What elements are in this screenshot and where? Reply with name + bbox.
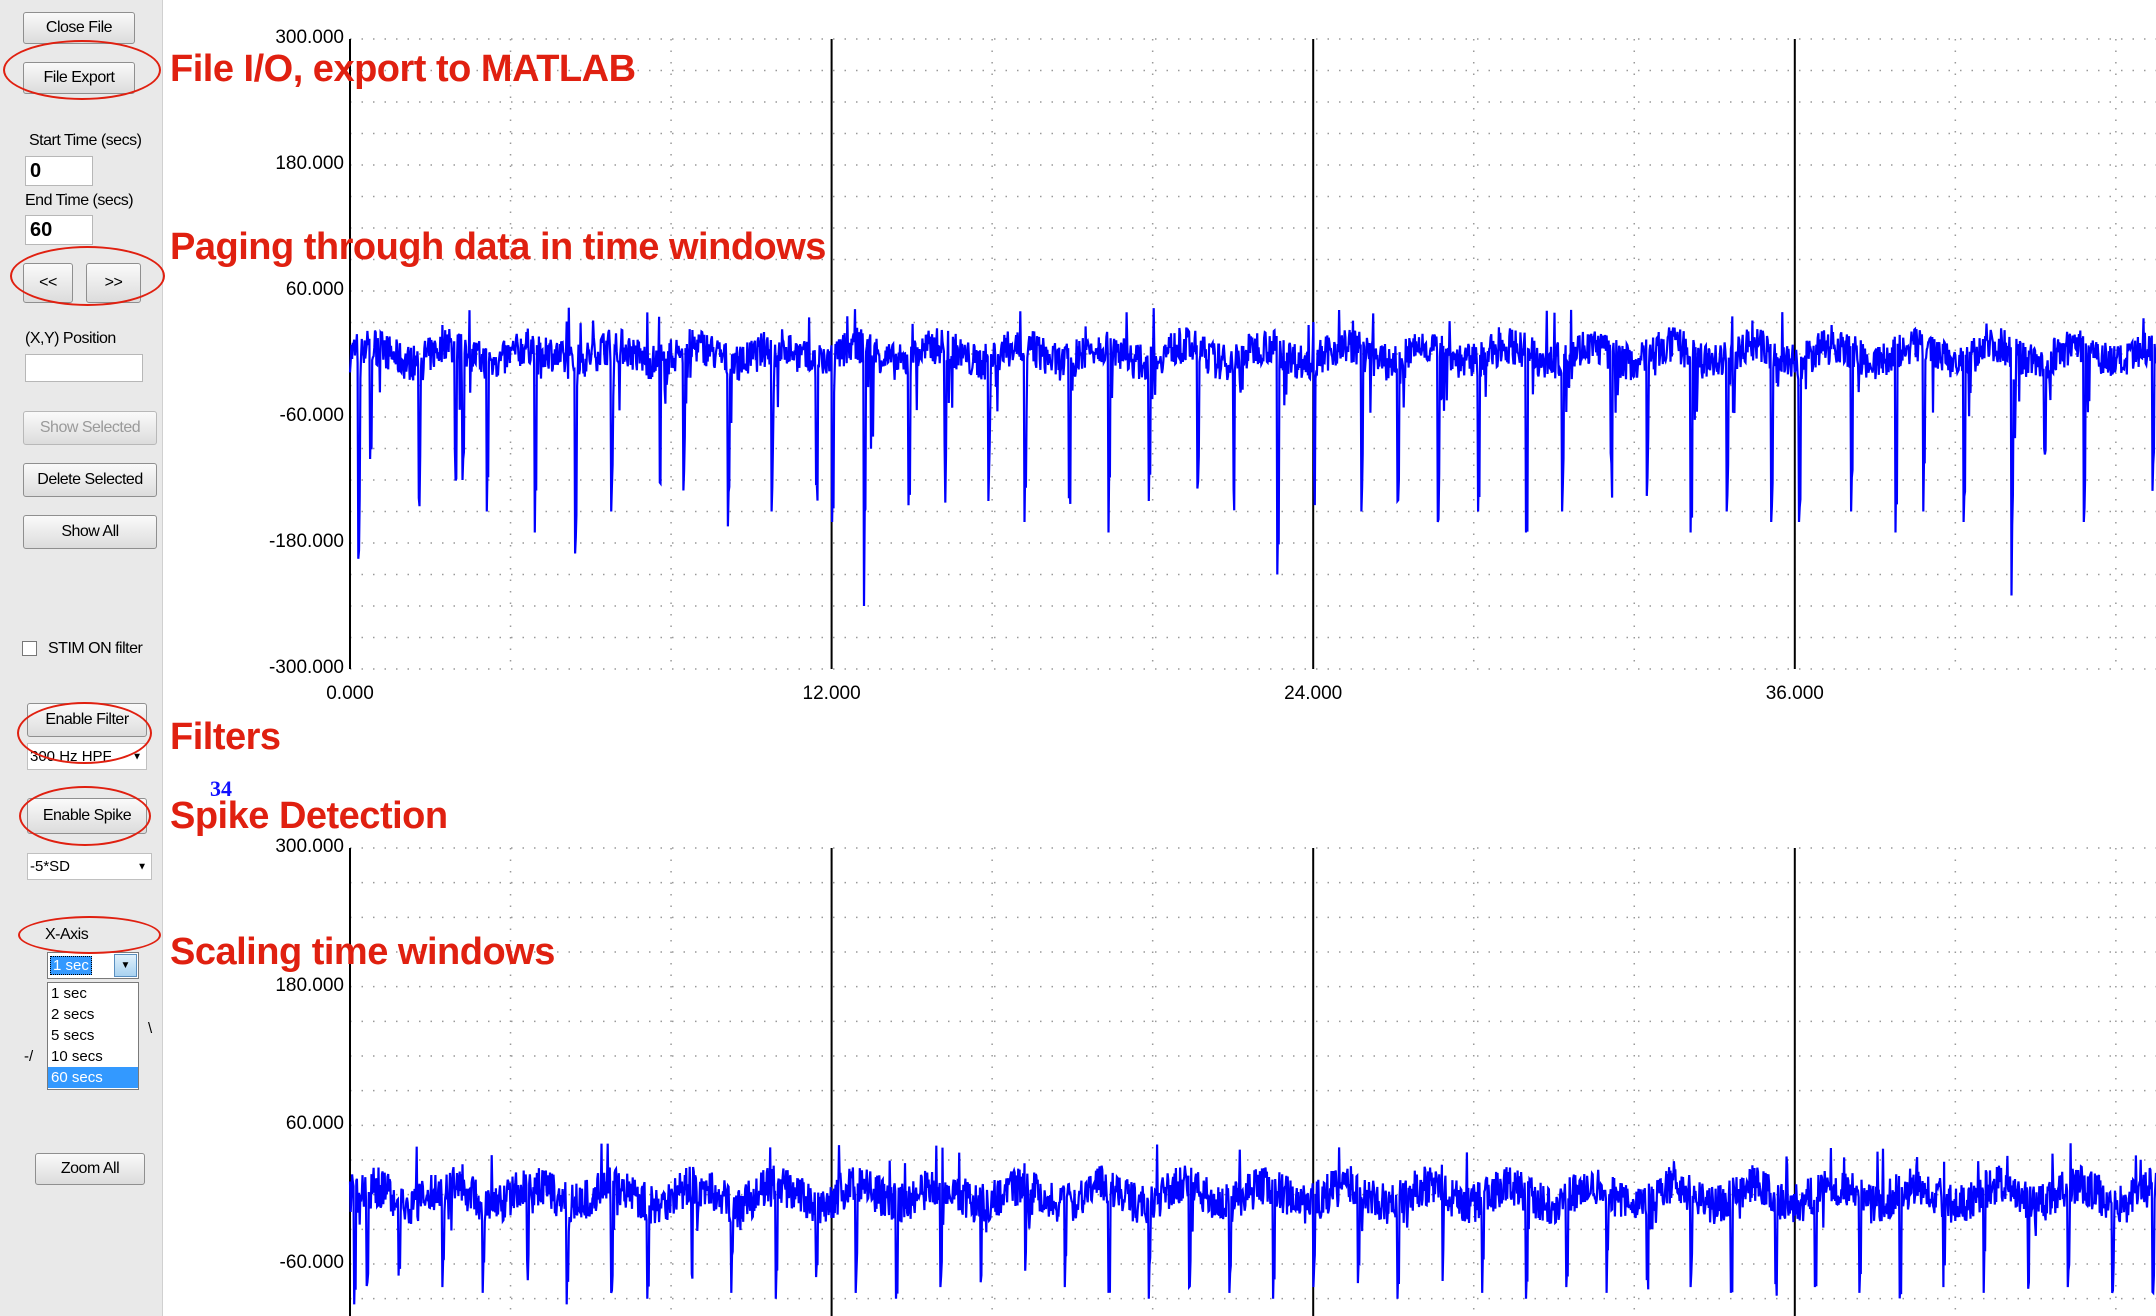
chevron-down-icon: ▼	[132, 751, 142, 762]
annotation-oval-xaxis	[18, 916, 161, 954]
x-tick-label: 12.000	[802, 683, 861, 704]
zoom-all-button[interactable]: Zoom All	[35, 1153, 145, 1185]
xy-position-field[interactable]	[25, 354, 143, 382]
annotation-oval-filters	[17, 702, 152, 764]
close-file-button[interactable]: Close File	[23, 12, 135, 44]
chevron-down-icon[interactable]: ▼	[114, 954, 137, 977]
annotation-spike-detection: Spike Detection	[170, 795, 448, 837]
delete-selected-button[interactable]: Delete Selected	[23, 463, 157, 497]
signal-trace	[348, 1143, 2156, 1305]
annotation-paging: Paging through data in time windows	[170, 226, 826, 268]
y-tick-label: 300.000	[275, 27, 344, 48]
xaxis-option[interactable]: 1 sec	[51, 985, 87, 1002]
x-tick-label: 36.000	[1765, 683, 1824, 704]
y-tick-label: -60.000	[279, 1252, 344, 1273]
y-tick-label: 180.000	[275, 974, 344, 996]
xaxis-select-value: 1 sec	[50, 956, 92, 975]
y-tick-label: -180.000	[268, 531, 344, 552]
obscured-text-fragment: \	[148, 1020, 153, 1037]
y-tick-label: 180.000	[275, 153, 344, 174]
show-selected-button[interactable]: Show Selected	[23, 411, 157, 445]
spike-threshold-value: -5*SD	[30, 858, 71, 875]
x-tick-label: 24.000	[1284, 683, 1343, 704]
y-tick-label: 300.000	[275, 836, 344, 857]
end-time-label: End Time (secs)	[25, 192, 134, 209]
plot-1[interactable]	[348, 38, 2156, 670]
end-time-input[interactable]: 60	[25, 215, 93, 245]
y-tick-label: 60.000	[285, 1113, 344, 1135]
stim-filter-checkbox[interactable]	[22, 641, 37, 656]
xaxis-option[interactable]: 60 secs	[48, 1067, 138, 1088]
x-tick-label: 0.000	[326, 683, 374, 704]
start-time-input[interactable]: 0	[25, 156, 93, 186]
xaxis-option[interactable]: 10 secs	[51, 1048, 103, 1065]
y-tick-label: 60.000	[285, 279, 344, 300]
xaxis-select[interactable]: 1 sec ▼	[47, 952, 139, 979]
annotation-oval-file-export	[3, 40, 161, 100]
spike-threshold-select[interactable]: -5*SD ▼	[27, 853, 152, 880]
xaxis-option[interactable]: 5 secs	[51, 1027, 95, 1044]
xaxis-option[interactable]: 2 secs	[51, 1006, 95, 1023]
show-all-button[interactable]: Show All	[23, 515, 157, 549]
xaxis-dropdown-list[interactable]: 1 sec 2 secs 5 secs 10 secs 60 secs	[47, 982, 139, 1090]
obscured-text-fragment: -/	[24, 1048, 34, 1065]
plot-2[interactable]	[348, 847, 2156, 1316]
stim-filter-label: STIM ON filter	[48, 640, 143, 657]
annotation-filters: Filters	[170, 716, 281, 758]
annotation-oval-paging	[10, 246, 165, 306]
annotation-oval-spike	[19, 786, 151, 846]
xy-position-label: (X,Y) Position	[25, 330, 116, 347]
y-tick-label: -300.000	[268, 657, 344, 678]
annotation-file-io: File I/O, export to MATLAB	[170, 48, 636, 90]
chevron-down-icon: ▼	[137, 861, 147, 872]
annotation-scaling: Scaling time windows	[170, 931, 555, 973]
spike-count: 34	[210, 776, 232, 801]
signal-trace	[348, 307, 2156, 607]
start-time-label: Start Time (secs)	[29, 132, 142, 149]
y-tick-label: -60.000	[279, 405, 344, 426]
